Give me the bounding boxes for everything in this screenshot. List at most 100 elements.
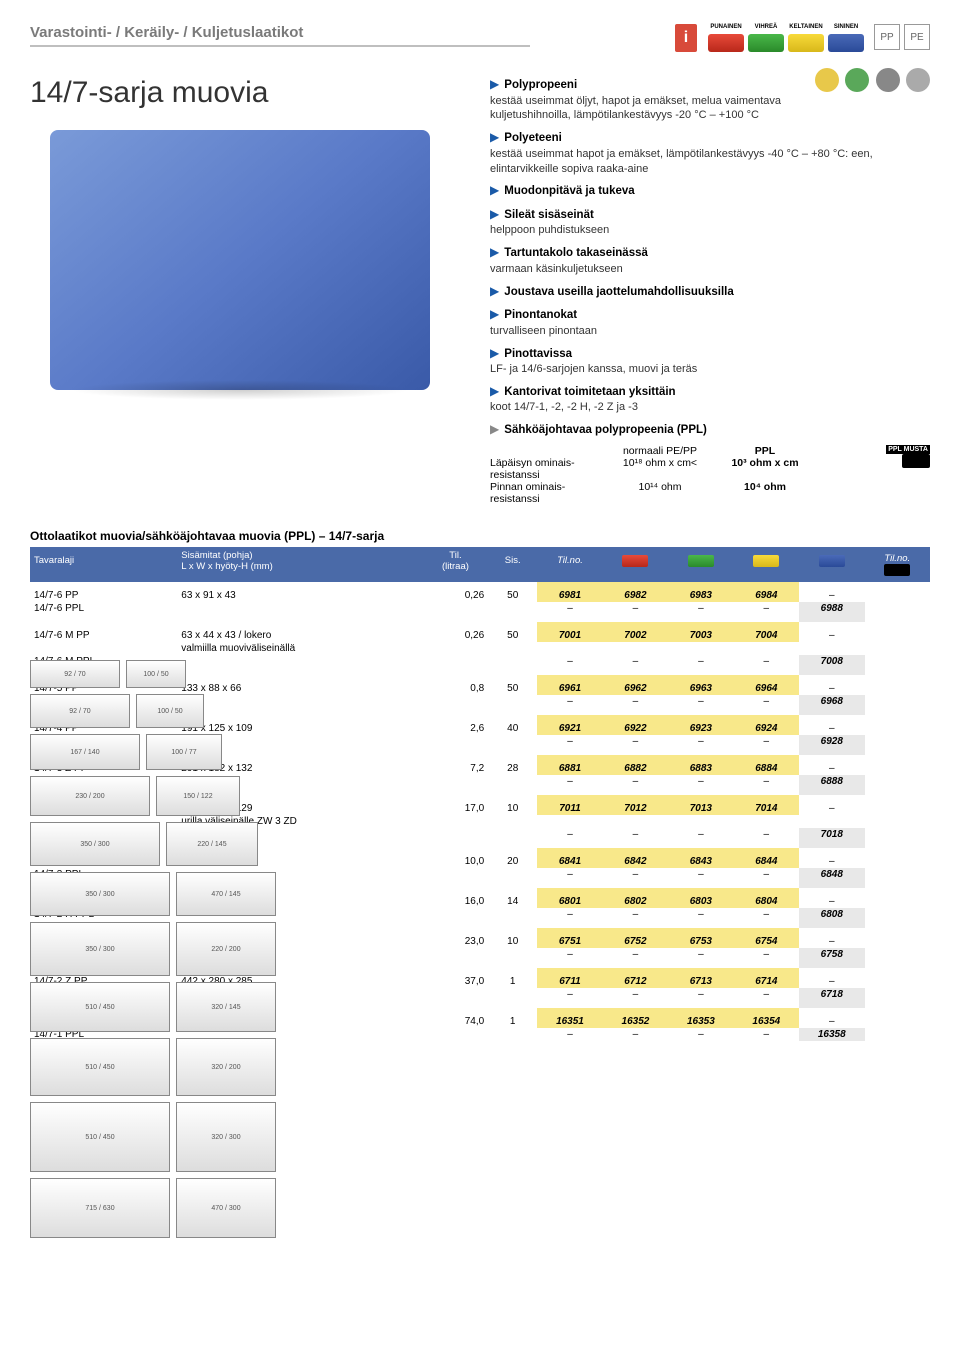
table-cell: –: [734, 655, 799, 675]
table-cell: 10,0: [423, 848, 488, 868]
table-cell: 6963: [668, 675, 733, 695]
feature-title: Sähköäjohtavaa polypropeenia (PPL): [504, 424, 707, 436]
table-cell: 6751: [537, 928, 602, 948]
table-cell: –: [668, 908, 733, 928]
table-cell: 6922: [603, 715, 668, 735]
table-cell: –: [603, 828, 668, 848]
table-cell: 16354: [734, 1008, 799, 1028]
table-cell: 6711: [537, 968, 602, 988]
diagram-row: 92 / 70100 / 50: [30, 660, 280, 688]
feature-title: Polypropeeni: [504, 79, 577, 91]
table-cell: 6803: [668, 888, 733, 908]
swatch-green: [748, 34, 784, 52]
table-cell: [799, 815, 864, 828]
table-cell: –: [603, 695, 668, 715]
table-cell: 6841: [537, 848, 602, 868]
diagram-front: 92 / 70: [30, 660, 120, 688]
feature-sub: LF- ja 14/6-sarjojen kanssa, muovi ja te…: [490, 362, 930, 377]
spec-r1-v2: 10³ ohm x cm: [720, 457, 810, 481]
cert-icon-1: [876, 68, 900, 92]
table-cell: –: [603, 655, 668, 675]
table-cell: 6882: [603, 755, 668, 775]
th-tavaralaji: Tavaralaji: [30, 547, 177, 582]
product-image: [50, 130, 430, 390]
feature-title: Pinontanokat: [504, 309, 577, 321]
feature-item: ▶ Polyeteenikestää useimmat hapot ja emä…: [490, 129, 930, 176]
table-cell: [668, 642, 733, 655]
table-cell: –: [799, 622, 864, 642]
spec-r2-v2: 10⁴ ohm: [720, 481, 810, 505]
breadcrumb: Varastointi- / Keräily- / Kuljetuslaatik…: [30, 24, 530, 47]
color-label-row: PUNAINEN VIHREÄ KELTAINEN SININEN: [708, 24, 864, 30]
table-cell: 7003: [668, 622, 733, 642]
swatch-red: [708, 34, 744, 52]
diagram-side: 100 / 50: [126, 660, 186, 688]
spec-r2-label: Pinnan ominais-resistanssi: [490, 481, 600, 505]
table-cell: –: [734, 948, 799, 968]
table-cell: 6884: [734, 755, 799, 775]
th-swatch-red: [603, 547, 668, 582]
table-cell: –: [734, 775, 799, 795]
arrow-icon: ▶: [490, 283, 499, 299]
table-cell: –: [734, 828, 799, 848]
table-cell: –: [668, 868, 733, 888]
table-cell: 6981: [537, 582, 602, 602]
table-cell: 17,0: [423, 795, 488, 815]
diagram-row: 350 / 300220 / 145: [30, 822, 280, 866]
diagram-row: 510 / 450320 / 145: [30, 982, 280, 1032]
diagram-column: 92 / 70100 / 5092 / 70100 / 50167 / 1401…: [30, 660, 280, 1244]
table-cell: [423, 815, 488, 828]
table-cell: 20: [488, 848, 537, 868]
table-cell: –: [734, 988, 799, 1008]
table-cell: [488, 828, 537, 848]
table-cell: 0,26: [423, 582, 488, 602]
table-cell: –: [799, 1008, 864, 1028]
th-dim: Sisämitat (pohja) L x W x hyöty-H (mm): [177, 547, 422, 582]
diagram-side: 470 / 300: [176, 1178, 276, 1238]
table-cell: 6843: [668, 848, 733, 868]
th-tilno-right: Til.no.: [865, 547, 930, 582]
table-cell: 6968: [799, 695, 864, 715]
table-cell: –: [603, 735, 668, 755]
table-cell: 6752: [603, 928, 668, 948]
spec-table: normaali PE/PP PPL Läpäisyn ominais-resi…: [490, 445, 930, 505]
table-cell: [537, 642, 602, 655]
table-cell: 37,0: [423, 968, 488, 988]
table-cell: –: [537, 655, 602, 675]
table-cell: [423, 988, 488, 1008]
table-cell: [423, 1028, 488, 1041]
table-cell: 40: [488, 715, 537, 735]
table-cell: [488, 1028, 537, 1041]
table-cell: –: [799, 888, 864, 908]
info-icon: i: [675, 24, 697, 52]
diagram-row: 510 / 450320 / 200: [30, 1038, 280, 1096]
table-row: 14/7-6 M PP63 x 44 x 43 / lokero0,265070…: [30, 622, 930, 642]
table-cell: 6982: [603, 582, 668, 602]
table-cell: 74,0: [423, 1008, 488, 1028]
table-cell: 6754: [734, 928, 799, 948]
arrow-icon: ▶: [490, 306, 499, 322]
table-cell: 6924: [734, 715, 799, 735]
table-cell: –: [603, 1028, 668, 1041]
feature-item: ▶ Sähköäjohtavaa polypropeenia (PPL): [490, 421, 930, 439]
table-cell: –: [537, 602, 602, 622]
table-cell: 6801: [537, 888, 602, 908]
th-swatch-blue: [799, 547, 864, 582]
table-cell: –: [734, 735, 799, 755]
table-cell: 7012: [603, 795, 668, 815]
table-cell: –: [603, 988, 668, 1008]
diagram-side: 470 / 145: [176, 872, 276, 916]
table-cell: –: [537, 828, 602, 848]
table-cell: [423, 775, 488, 795]
table-cell: 63 x 44 x 43 / lokero: [177, 622, 422, 642]
table-cell: [423, 642, 488, 655]
th-tilno-left: Til.no.: [537, 547, 602, 582]
table-cell: 16353: [668, 1008, 733, 1028]
swatch-blue: [828, 34, 864, 52]
diagram-front: 510 / 450: [30, 982, 170, 1032]
table-cell: 6804: [734, 888, 799, 908]
arrow-icon: ▶: [490, 206, 499, 222]
diagram-row: 510 / 450320 / 300: [30, 1102, 280, 1172]
table-cell: 0,8: [423, 675, 488, 695]
table-cell: 50: [488, 675, 537, 695]
